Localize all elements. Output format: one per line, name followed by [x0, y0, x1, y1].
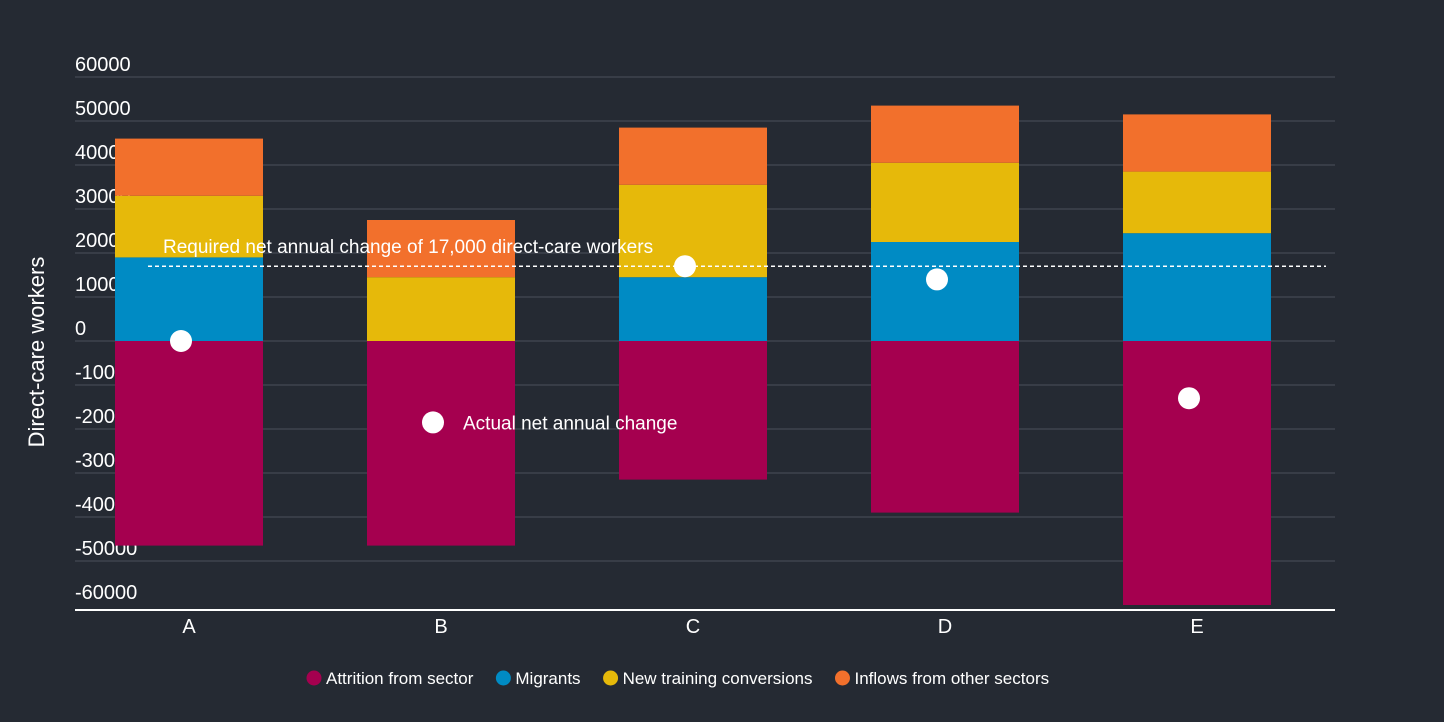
reference-line-label: Required net annual change of 17,000 dir…: [163, 237, 653, 258]
bar-segment: [115, 341, 263, 546]
legend-marker: [603, 670, 619, 686]
net-change-point: [926, 268, 948, 291]
x-tick-label: A: [182, 616, 196, 638]
net-change-point: [674, 255, 696, 278]
bar-segment: [367, 220, 515, 278]
bar-segment: [619, 127, 767, 185]
bars: [115, 105, 1271, 605]
y-tick-label: -60000: [75, 582, 137, 604]
bar-segment: [871, 242, 1019, 341]
net-change-point: [170, 330, 192, 352]
y-axis-label: Direct-care workers: [24, 257, 49, 448]
y-tick-label: 50000: [75, 98, 131, 120]
legend-marker: [834, 670, 850, 686]
bar-segment: [115, 257, 263, 341]
net-change-label: Actual net annual change: [463, 413, 677, 434]
bar-segment: [871, 105, 1019, 163]
bar-segment: [871, 341, 1019, 513]
net-change-point: [1178, 387, 1200, 410]
bar-segment: [1123, 171, 1271, 234]
x-tick-label: D: [938, 616, 952, 638]
legend-label: Attrition from sector: [326, 669, 474, 688]
bar-segment: [1123, 233, 1271, 341]
bar-segment: [367, 341, 515, 546]
legend-label: Migrants: [515, 669, 580, 688]
bar-segment: [115, 138, 263, 196]
y-tick-label: 0: [75, 318, 86, 340]
bar-segment: [1123, 114, 1271, 172]
x-tick-label: B: [434, 616, 447, 638]
bar-segment: [619, 341, 767, 480]
legend-label: New training conversions: [623, 669, 813, 688]
x-tick-label: C: [686, 616, 700, 638]
bar-segment: [871, 162, 1019, 242]
legend-marker: [495, 670, 511, 686]
legend-label: Inflows from other sectors: [854, 669, 1049, 688]
net-change-points: [170, 255, 1200, 434]
x-axis-ticks: A B C D E: [182, 616, 1203, 638]
bar-segment: [1123, 341, 1271, 605]
bar-segment: [115, 195, 263, 258]
y-tick-label: 60000: [75, 54, 131, 76]
legend-marker: [306, 670, 322, 686]
x-tick-label: E: [1190, 616, 1203, 638]
bar-segment: [619, 277, 767, 341]
net-change-point: [422, 411, 444, 434]
legend: Attrition from sector Migrants New trainin…: [306, 669, 1049, 688]
bar-segment: [367, 277, 515, 341]
